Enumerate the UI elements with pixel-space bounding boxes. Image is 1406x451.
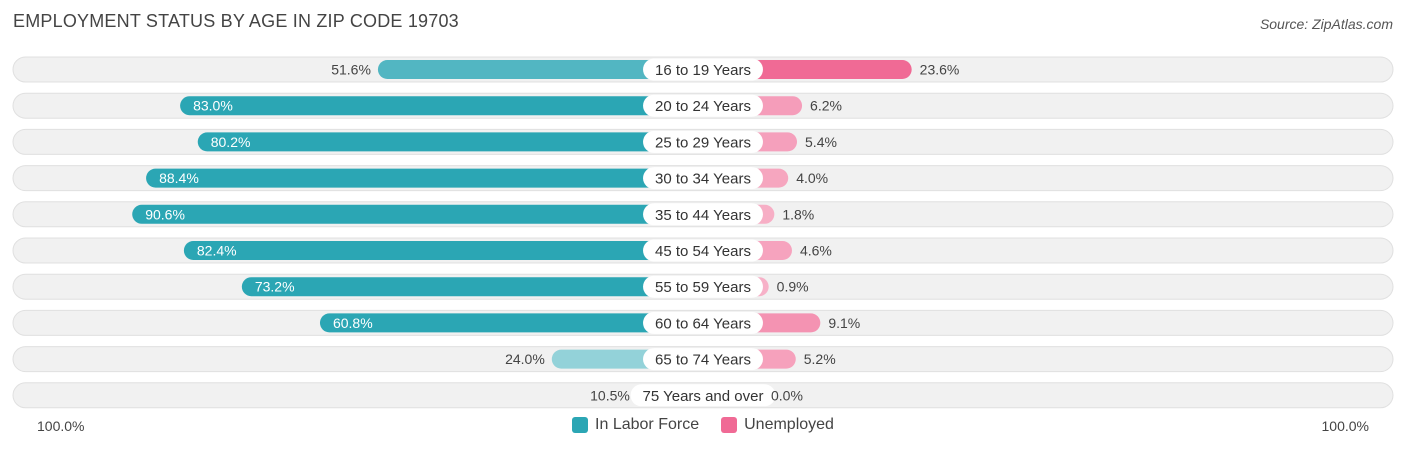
axis-left-label: 100.0% (37, 418, 85, 434)
value-label-labor-force: 73.2% (255, 279, 295, 295)
source-label: Source: ZipAtlas.com (1259, 16, 1393, 32)
category-label: 55 to 59 Years (655, 279, 751, 296)
bar-labor-force (241, 277, 703, 297)
category-pill (630, 384, 776, 407)
value-label-unemployed: 4.6% (800, 243, 832, 259)
value-label-labor-force: 80.2% (211, 134, 251, 150)
chart: 16 to 19 Years 51.6% 23.6% 20 to 24 Years 83… (12, 56, 1394, 409)
chart-title: EMPLOYMENT STATUS BY AGE IN ZIP CODE 197… (13, 11, 459, 31)
bar-labor-force (319, 313, 703, 333)
category-pill (643, 239, 763, 262)
legend-swatch-labor (572, 417, 589, 433)
category-pill (643, 275, 763, 298)
value-label-unemployed: 0.9% (777, 279, 809, 295)
category-pill (643, 348, 763, 371)
value-label-unemployed: 1.8% (782, 206, 814, 222)
category-pill (643, 311, 763, 334)
category-pill (643, 130, 763, 153)
value-label-unemployed: 6.2% (810, 98, 842, 114)
legend: In Labor Force Unemployed (0, 416, 1406, 434)
legend-item-labor: In Labor Force (572, 416, 699, 434)
bar-labor-force (180, 96, 704, 116)
legend-item-unemployed: Unemployed (721, 416, 834, 434)
value-label-labor-force: 10.5% (590, 387, 630, 403)
value-label-unemployed: 5.2% (804, 351, 836, 367)
category-label: 75 Years and over (643, 388, 764, 405)
bar-labor-force (146, 168, 703, 188)
value-label-labor-force: 90.6% (145, 206, 185, 222)
value-label-labor-force: 24.0% (505, 351, 545, 367)
category-label: 16 to 19 Years (655, 62, 751, 79)
bar-labor-force (197, 132, 704, 152)
category-pill (643, 94, 763, 117)
category-label: 20 to 24 Years (655, 98, 751, 115)
category-label: 65 to 74 Years (655, 352, 751, 369)
category-label: 45 to 54 Years (655, 243, 751, 260)
category-pill (643, 58, 763, 81)
value-label-unemployed: 4.0% (796, 170, 828, 186)
legend-swatch-unemployed (721, 417, 738, 433)
legend-label-labor: In Labor Force (595, 416, 700, 433)
bar-labor-force (183, 241, 703, 260)
category-label: 35 to 44 Years (655, 207, 751, 224)
value-label-labor-force: 88.4% (159, 170, 199, 186)
bar-labor-force (377, 60, 703, 79)
value-label-unemployed: 23.6% (920, 62, 960, 78)
value-label-unemployed: 0.0% (771, 387, 803, 403)
bar-labor-force (132, 204, 704, 224)
value-label-labor-force: 82.4% (197, 243, 237, 259)
legend-label-unemployed: Unemployed (744, 416, 834, 433)
value-label-labor-force: 83.0% (193, 98, 233, 114)
value-label-unemployed: 9.1% (828, 315, 860, 331)
value-label-labor-force: 51.6% (331, 62, 371, 78)
axis-right-label: 100.0% (1321, 418, 1369, 434)
category-pill (643, 203, 763, 226)
category-label: 30 to 34 Years (655, 171, 751, 188)
category-label: 25 to 29 Years (655, 134, 751, 151)
category-label: 60 to 64 Years (655, 315, 751, 332)
value-label-labor-force: 60.8% (333, 315, 373, 331)
category-pill (643, 167, 763, 190)
value-label-unemployed: 5.4% (805, 134, 837, 150)
